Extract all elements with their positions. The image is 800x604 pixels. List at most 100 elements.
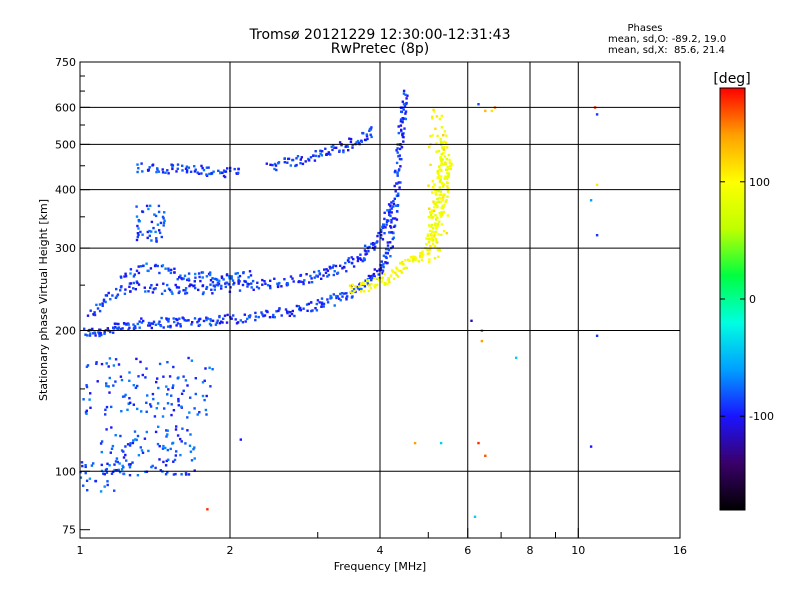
echo-point [176,278,179,281]
echo-point [261,278,264,282]
echo-point [162,375,165,378]
echo-point [187,277,190,281]
echo-point [108,376,111,380]
echo-point [399,262,402,265]
x-tick-label: 1 [77,544,84,557]
echo-point [96,307,100,310]
echo-point [436,172,440,175]
echo-point [128,464,132,467]
echo-point [85,385,89,389]
chart-title: Tromsø 20121229 12:30:00-12:31:43 [249,27,511,43]
echo-point [446,181,449,185]
echo-point [442,163,445,166]
echo-point [124,272,127,275]
echo-point [166,283,169,287]
echo-point [364,253,367,256]
echo-point [374,286,377,289]
echo-point [431,115,434,118]
echo-point [157,386,160,390]
echo-point [139,265,143,268]
echo-point [386,279,390,282]
echo-point [404,112,407,115]
echo-point [431,242,435,245]
echo-point [109,330,112,334]
echo-point [269,163,272,166]
echo-point [383,272,386,275]
echo-point [484,109,487,113]
echo-point [218,279,221,282]
echo-point [397,131,400,135]
echo-point [193,469,196,472]
echo-point [226,313,229,317]
echo-point [119,275,123,278]
echo-point [430,238,433,241]
echo-point [155,407,158,410]
echo-point [443,203,446,206]
echo-point [219,171,222,175]
echo-point [298,308,301,311]
echo-point [185,171,189,174]
echo-point [426,248,429,251]
echo-point [137,233,140,237]
echo-point [385,223,388,226]
echo-point [384,247,388,251]
echo-point [201,276,204,279]
echo-point [368,127,372,131]
echo-point [372,272,376,276]
echo-point [150,322,153,325]
echo-point [162,217,165,220]
echo-point [439,214,442,217]
echo-point [412,255,415,258]
echo-point [196,321,199,324]
echo-point [405,97,408,100]
echo-point [131,461,134,464]
echo-point [194,276,197,279]
echo-point [177,400,180,403]
echo-point [269,286,272,290]
echo-point [404,266,407,270]
echo-point [315,302,318,306]
echo-point [158,271,161,275]
echo-point [200,164,203,168]
echo-point [297,305,300,308]
echo-point [373,242,376,245]
echo-point [127,328,130,331]
echo-point [379,268,382,272]
echo-point [402,108,405,111]
echo-point [425,237,428,240]
echo-point [429,211,432,214]
echo-point [389,241,392,244]
echo-point [438,165,441,168]
echo-point [187,319,190,322]
echo-point [209,385,212,388]
echo-point [201,394,205,398]
echo-point [223,314,227,317]
echo-point [100,333,103,337]
echo-point [440,169,443,173]
echo-point [151,392,155,396]
echo-point [305,273,308,276]
echo-point [174,472,177,476]
echo-point [386,261,389,265]
echo-point [396,275,400,278]
echo-point [154,287,157,290]
echo-point [272,313,275,317]
echo-point [117,322,120,326]
echo-point [302,307,305,310]
echo-point [426,233,430,236]
echo-point [477,441,480,445]
echo-point [206,317,210,320]
echo-point [134,288,137,291]
echo-point [194,168,197,171]
echo-point [383,282,387,285]
echo-point [390,218,393,222]
echo-point [360,140,363,143]
echo-point [402,140,405,143]
echo-point [313,270,316,274]
echo-point [276,285,280,289]
echo-point [164,446,167,450]
echo-point [181,169,184,172]
echo-point [210,172,214,175]
echo-point [440,152,443,156]
echo-point [442,152,445,155]
